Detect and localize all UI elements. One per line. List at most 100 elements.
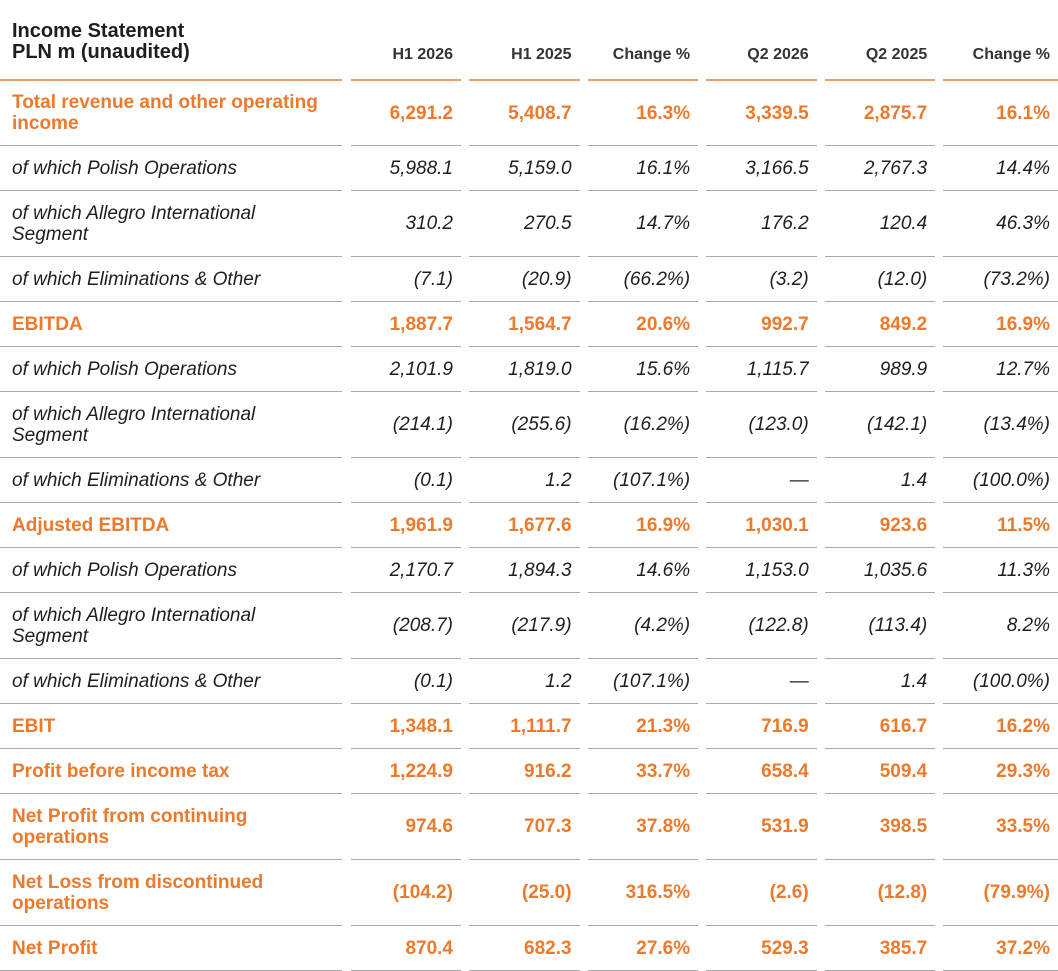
table-row: of which Polish Operations 5,988.1 5,159.0… (0, 146, 1058, 191)
cell-value: 1,564.7 (469, 302, 580, 347)
cell-value: (255.6) (469, 392, 580, 458)
cell-value: 8.2% (943, 593, 1058, 659)
cell-value: (104.2) (350, 860, 461, 926)
table-row: Total revenue and other operating income… (0, 81, 1058, 146)
cell-value: — (706, 659, 817, 704)
table-row: Net Profit from continuing operations 974… (0, 794, 1058, 860)
cell-value: (16.2%) (587, 392, 699, 458)
cell-value: 16.3% (587, 81, 699, 146)
cell-value: 1,111.7 (469, 704, 580, 749)
cell-value: 2,767.3 (824, 146, 936, 191)
cell-value: 270.5 (469, 191, 580, 257)
cell-value: 716.9 (706, 704, 817, 749)
cell-value: (12.8) (824, 860, 936, 926)
cell-value: 20.6% (587, 302, 699, 347)
cell-value: 176.2 (706, 191, 817, 257)
table-row: Net Loss from discontinued operations (10… (0, 860, 1058, 926)
row-label: Profit before income tax (0, 749, 343, 794)
cell-value: 2,875.7 (824, 81, 936, 146)
cell-value: (20.9) (469, 257, 580, 302)
row-label: of which Eliminations & Other (0, 458, 343, 503)
cell-value: 989.9 (824, 347, 936, 392)
column-header-h1-2026: H1 2026 (350, 0, 461, 81)
cell-value: 37.8% (587, 794, 699, 860)
table-row: EBITDA 1,887.7 1,564.7 20.6% 992.7 849.2 16.9% (0, 302, 1058, 347)
row-label: EBIT (0, 704, 343, 749)
column-header-q2-2025: Q2 2025 (824, 0, 936, 81)
column-header-h1-2025: H1 2025 (469, 0, 580, 81)
cell-value: 1.2 (469, 458, 580, 503)
cell-value: — (706, 458, 817, 503)
table-row: EBIT 1,348.1 1,111.7 21.3% 716.9 616.7 16.2% (0, 704, 1058, 749)
cell-value: 1,819.0 (469, 347, 580, 392)
cell-value: (113.4) (824, 593, 936, 659)
cell-value: 5,408.7 (469, 81, 580, 146)
cell-value: (12.0) (824, 257, 936, 302)
cell-value: 16.1% (943, 81, 1058, 146)
cell-value: (4.2%) (587, 593, 699, 659)
table-row: of which Eliminations & Other (0.1) 1.2 (10… (0, 458, 1058, 503)
cell-value: (73.2%) (943, 257, 1058, 302)
cell-value: 16.1% (587, 146, 699, 191)
cell-value: 5,159.0 (469, 146, 580, 191)
cell-value: 1,224.9 (350, 749, 461, 794)
cell-value: 616.7 (824, 704, 936, 749)
table-row: Profit before income tax 1,224.9 916.2 33.7… (0, 749, 1058, 794)
cell-value: 12.7% (943, 347, 1058, 392)
cell-value: 658.4 (706, 749, 817, 794)
cell-value: (217.9) (469, 593, 580, 659)
cell-value: 682.3 (469, 926, 580, 971)
table-row: of which Allegro International Segment (2… (0, 593, 1058, 659)
cell-value: 529.3 (706, 926, 817, 971)
table-row: of which Eliminations & Other (7.1) (20.9)… (0, 257, 1058, 302)
cell-value: 316.5% (587, 860, 699, 926)
cell-value: 974.6 (350, 794, 461, 860)
table-row: of which Polish Operations 2,170.7 1,894.3… (0, 548, 1058, 593)
cell-value: 870.4 (350, 926, 461, 971)
row-label: Net Profit (0, 926, 343, 971)
cell-value: (100.0%) (943, 458, 1058, 503)
cell-value: 15.6% (587, 347, 699, 392)
column-header-q2-2026: Q2 2026 (706, 0, 817, 81)
cell-value: (0.1) (350, 458, 461, 503)
cell-value: (7.1) (350, 257, 461, 302)
cell-value: (107.1%) (587, 458, 699, 503)
cell-value: 509.4 (824, 749, 936, 794)
cell-value: 2,101.9 (350, 347, 461, 392)
cell-value: (0.1) (350, 659, 461, 704)
cell-value: 1.4 (824, 659, 936, 704)
cell-value: 3,166.5 (706, 146, 817, 191)
cell-value: 37.2% (943, 926, 1058, 971)
cell-value: 310.2 (350, 191, 461, 257)
table-row: Adjusted EBITDA 1,961.9 1,677.6 16.9% 1,030.… (0, 503, 1058, 548)
cell-value: 923.6 (824, 503, 936, 548)
cell-value: (107.1%) (587, 659, 699, 704)
cell-value: 916.2 (469, 749, 580, 794)
table-title: Income Statement PLN m (unaudited) (0, 0, 343, 81)
cell-value: 11.3% (943, 548, 1058, 593)
cell-value: 398.5 (824, 794, 936, 860)
row-label: of which Polish Operations (0, 347, 343, 392)
cell-value: 33.5% (943, 794, 1058, 860)
cell-value: 6,291.2 (350, 81, 461, 146)
row-label: Adjusted EBITDA (0, 503, 343, 548)
row-label: of which Allegro International Segment (0, 392, 343, 458)
cell-value: (122.8) (706, 593, 817, 659)
cell-value: (25.0) (469, 860, 580, 926)
row-label: Net Loss from discontinued operations (0, 860, 343, 926)
row-label: Total revenue and other operating income (0, 81, 343, 146)
cell-value: 1,035.6 (824, 548, 936, 593)
cell-value: (66.2%) (587, 257, 699, 302)
cell-value: (123.0) (706, 392, 817, 458)
cell-value: (79.9%) (943, 860, 1058, 926)
cell-value: (208.7) (350, 593, 461, 659)
row-label: EBITDA (0, 302, 343, 347)
row-label: of which Allegro International Segment (0, 191, 343, 257)
cell-value: 14.6% (587, 548, 699, 593)
column-header-change-h1: Change % (587, 0, 699, 81)
row-label: of which Allegro International Segment (0, 593, 343, 659)
table-row: of which Eliminations & Other (0.1) 1.2 (10… (0, 659, 1058, 704)
cell-value: 849.2 (824, 302, 936, 347)
row-label: of which Polish Operations (0, 548, 343, 593)
